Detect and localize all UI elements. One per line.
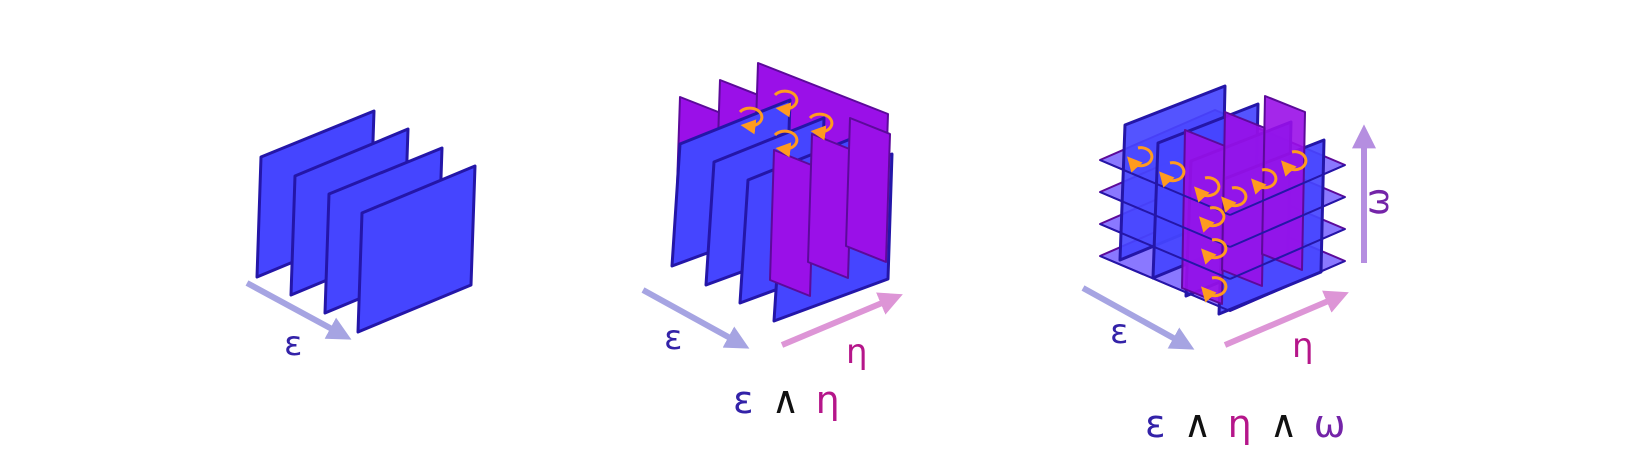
epsilon-label: ε [664, 318, 682, 358]
purple-sheet-front-1 [769, 149, 815, 297]
circulation-arrow [1193, 176, 1221, 203]
omega-label: ω [1357, 188, 1397, 216]
circulation-arrow [1126, 146, 1154, 173]
purple-sheet-front-2 [807, 133, 853, 279]
eta-label: η [1292, 326, 1314, 366]
circulation-arrow [1280, 150, 1308, 177]
epsilon-arrow [245, 280, 352, 340]
purple-sheet-front-3 [845, 117, 891, 263]
caption-omega: ω [1314, 402, 1346, 446]
circulation-arrow [1158, 161, 1186, 188]
circulation-arrow [773, 89, 799, 118]
circulation-arrow [773, 129, 799, 158]
circulation-arrow [1250, 168, 1278, 195]
circulation-arrow [1198, 206, 1226, 233]
caption-epsilon: ε [733, 378, 754, 422]
caption-wedge-2: ∧ [1270, 402, 1298, 446]
caption-wedge-1: ∧ [1184, 402, 1212, 446]
caption-epsilon: ε [1145, 402, 1166, 446]
circulation-arrow [738, 106, 764, 135]
three-form-caption: ε ∧ η ∧ ω [1145, 402, 1346, 446]
epsilon-arrow [641, 287, 750, 349]
caption-eta: η [816, 378, 840, 422]
circulation-arrow [1220, 186, 1248, 213]
two-form-panel: ε η ε ∧ η [641, 62, 903, 422]
two-form-caption: ε ∧ η [733, 378, 840, 422]
lattice-grid-lines [1099, 159, 1346, 312]
epsilon-label: ε [1110, 312, 1128, 352]
circulation-arrow [1200, 276, 1228, 303]
eta-arrow [780, 292, 903, 348]
two-form-circulations [738, 89, 834, 158]
caption-wedge: ∧ [772, 378, 800, 422]
eta-label: η [846, 332, 868, 372]
one-form-sheets [255, 109, 477, 334]
two-form-sheets [670, 62, 894, 323]
purple-sheet-2 [1221, 111, 1266, 287]
purple-sheet-3 [1261, 95, 1306, 271]
one-form-panel: ε [245, 109, 477, 364]
eta-arrow [1223, 290, 1349, 348]
three-form-panel: ε η ω ε ∧ η ∧ ω [1081, 84, 1397, 446]
sheet-4 [356, 164, 477, 334]
caption-eta: η [1228, 402, 1252, 446]
epsilon-label: ε [284, 324, 302, 364]
epsilon-arrow [1081, 285, 1195, 350]
circulation-arrow [808, 112, 834, 141]
three-form-circulations [1126, 146, 1308, 303]
three-form-lattice [1099, 84, 1346, 316]
circulation-arrow [1200, 238, 1228, 265]
